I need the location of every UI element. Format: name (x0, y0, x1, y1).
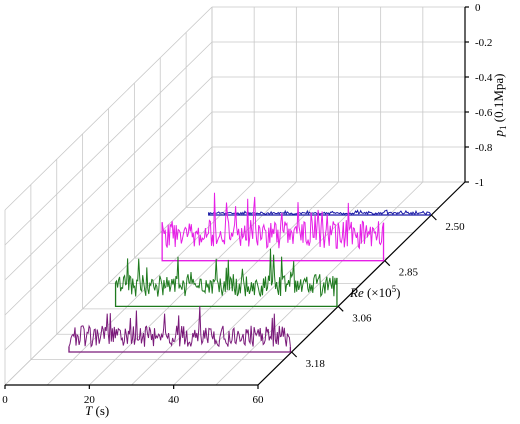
grid-line (215, 181, 424, 386)
z-tick-mark (291, 351, 298, 358)
x-axis-label: T (s) (85, 403, 109, 418)
series-frame (68, 346, 292, 353)
z-tick-mark (384, 260, 391, 267)
series-line (161, 192, 384, 250)
series-line (68, 305, 291, 348)
z-tick-label: 2.85 (399, 267, 419, 279)
z-tick-mark (337, 305, 344, 312)
x-tick-label: 0 (2, 394, 8, 406)
y-tick-label: -0.6 (475, 107, 493, 119)
x-tick-label: 20 (84, 394, 96, 406)
z-axis-line (257, 181, 466, 386)
z-tick-label: 3.06 (352, 312, 372, 324)
z-axis-label: Re (×105) (349, 284, 400, 300)
y-tick-label: 0 (475, 2, 481, 14)
series-frame (161, 222, 385, 262)
series-line (115, 248, 338, 298)
y-tick-label: -0.8 (475, 142, 493, 154)
grid (4, 6, 469, 389)
y-axis-label: p1 (0.1Mpa) (491, 74, 508, 138)
z-tick-label: 2.50 (445, 221, 465, 233)
tick-labels: 0 20 40 60 0 -0.2 -0.4 -0.6 -0.8 -1 2.50 2.85 3.06 3.… (2, 2, 493, 406)
series-line (208, 209, 431, 216)
series-frame (114, 277, 338, 307)
z-tick-mark (430, 214, 437, 221)
y-tick-label: -0.2 (475, 37, 492, 49)
x-tick-label: 40 (168, 394, 180, 406)
grid-line (89, 181, 297, 386)
y-tick-label: -0.4 (475, 72, 493, 84)
grid-line (131, 181, 339, 386)
series-group (68, 192, 431, 353)
y-tick-label: -1 (475, 177, 484, 189)
z-tick-label: 3.18 (306, 358, 326, 370)
grid-line (4, 181, 213, 386)
series-frame (208, 212, 431, 216)
x-tick-label: 60 (253, 394, 265, 406)
